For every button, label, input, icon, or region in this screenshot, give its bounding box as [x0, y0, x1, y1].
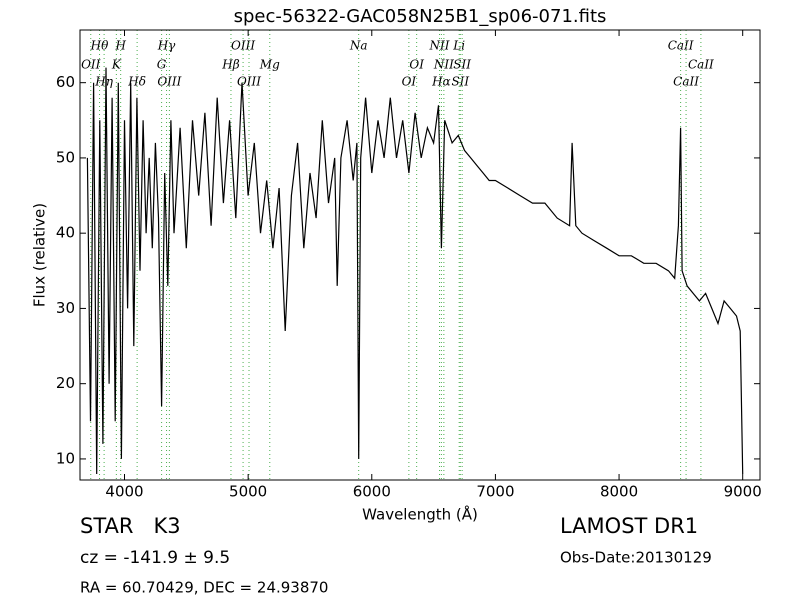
- coordinates: RA = 60.70429, DEC = 24.93870: [80, 579, 328, 597]
- spectral-line-label: OI: [402, 75, 417, 89]
- spectral-line-label: G: [157, 58, 167, 72]
- y-tick-label: 40: [56, 224, 75, 242]
- spectral-line-label: Hη: [94, 75, 113, 89]
- x-axis-label: Wavelength (Å): [362, 505, 478, 524]
- object-class: STAR K3: [80, 514, 181, 538]
- y-tick-label: 50: [56, 148, 75, 166]
- plot-frame: [79, 29, 761, 481]
- spectral-line-label: SII: [451, 75, 469, 89]
- chart-title: spec-56322-GAC058N25B1_sp06-071.fits: [234, 6, 607, 27]
- survey: LAMOST DR1: [560, 514, 698, 538]
- spectral-line-label: K: [111, 58, 122, 72]
- y-tick-label: 30: [56, 299, 75, 317]
- x-tick-label: 6000: [353, 483, 391, 501]
- x-tick-label: 9000: [724, 483, 762, 501]
- obs-date: Obs-Date:20130129: [560, 549, 712, 567]
- y-axis-label: Flux (relative): [31, 203, 49, 307]
- spectral-line-label: NII: [429, 39, 450, 53]
- spectral-line-label: OIII: [237, 75, 261, 89]
- spectral-line-label: SII: [453, 58, 471, 72]
- y-tick-label: 60: [56, 73, 75, 91]
- spectral-line-label: OIII: [157, 75, 181, 89]
- x-tick-label: 4000: [105, 483, 143, 501]
- x-tick-label: 8000: [600, 483, 638, 501]
- spectral-line-label: Hα: [431, 75, 451, 89]
- x-tick-label: 7000: [476, 483, 514, 501]
- y-tick-label: 10: [56, 449, 75, 467]
- spectrum: [86, 67, 744, 475]
- x-tick-label: 5000: [229, 483, 267, 501]
- spectral-line-label: Hγ: [157, 39, 176, 53]
- spectral-line-label: CaII: [688, 58, 714, 72]
- spectral-line-label: OIII: [231, 39, 255, 53]
- spectral-line-label: Hβ: [221, 58, 239, 72]
- spectral-line-label: NII: [433, 58, 454, 72]
- spectral-line-label: CaII: [673, 75, 699, 89]
- redshift: cz = -141.9 ± 9.5: [80, 548, 230, 568]
- y-tick-label: 20: [56, 374, 75, 392]
- spectral-line-label: Hδ: [127, 75, 146, 89]
- spectral-line-label: H: [114, 39, 126, 53]
- spectral-line-label: CaII: [668, 39, 694, 53]
- spectral-line-label: Mg: [259, 58, 280, 72]
- spectral-line-label: Hθ: [90, 39, 109, 53]
- spectral-line-label: OII: [81, 58, 101, 72]
- spectral-line-label: Li: [452, 39, 465, 53]
- spectral-line-label: Na: [349, 39, 368, 53]
- spectral-line-label: OI: [409, 58, 424, 72]
